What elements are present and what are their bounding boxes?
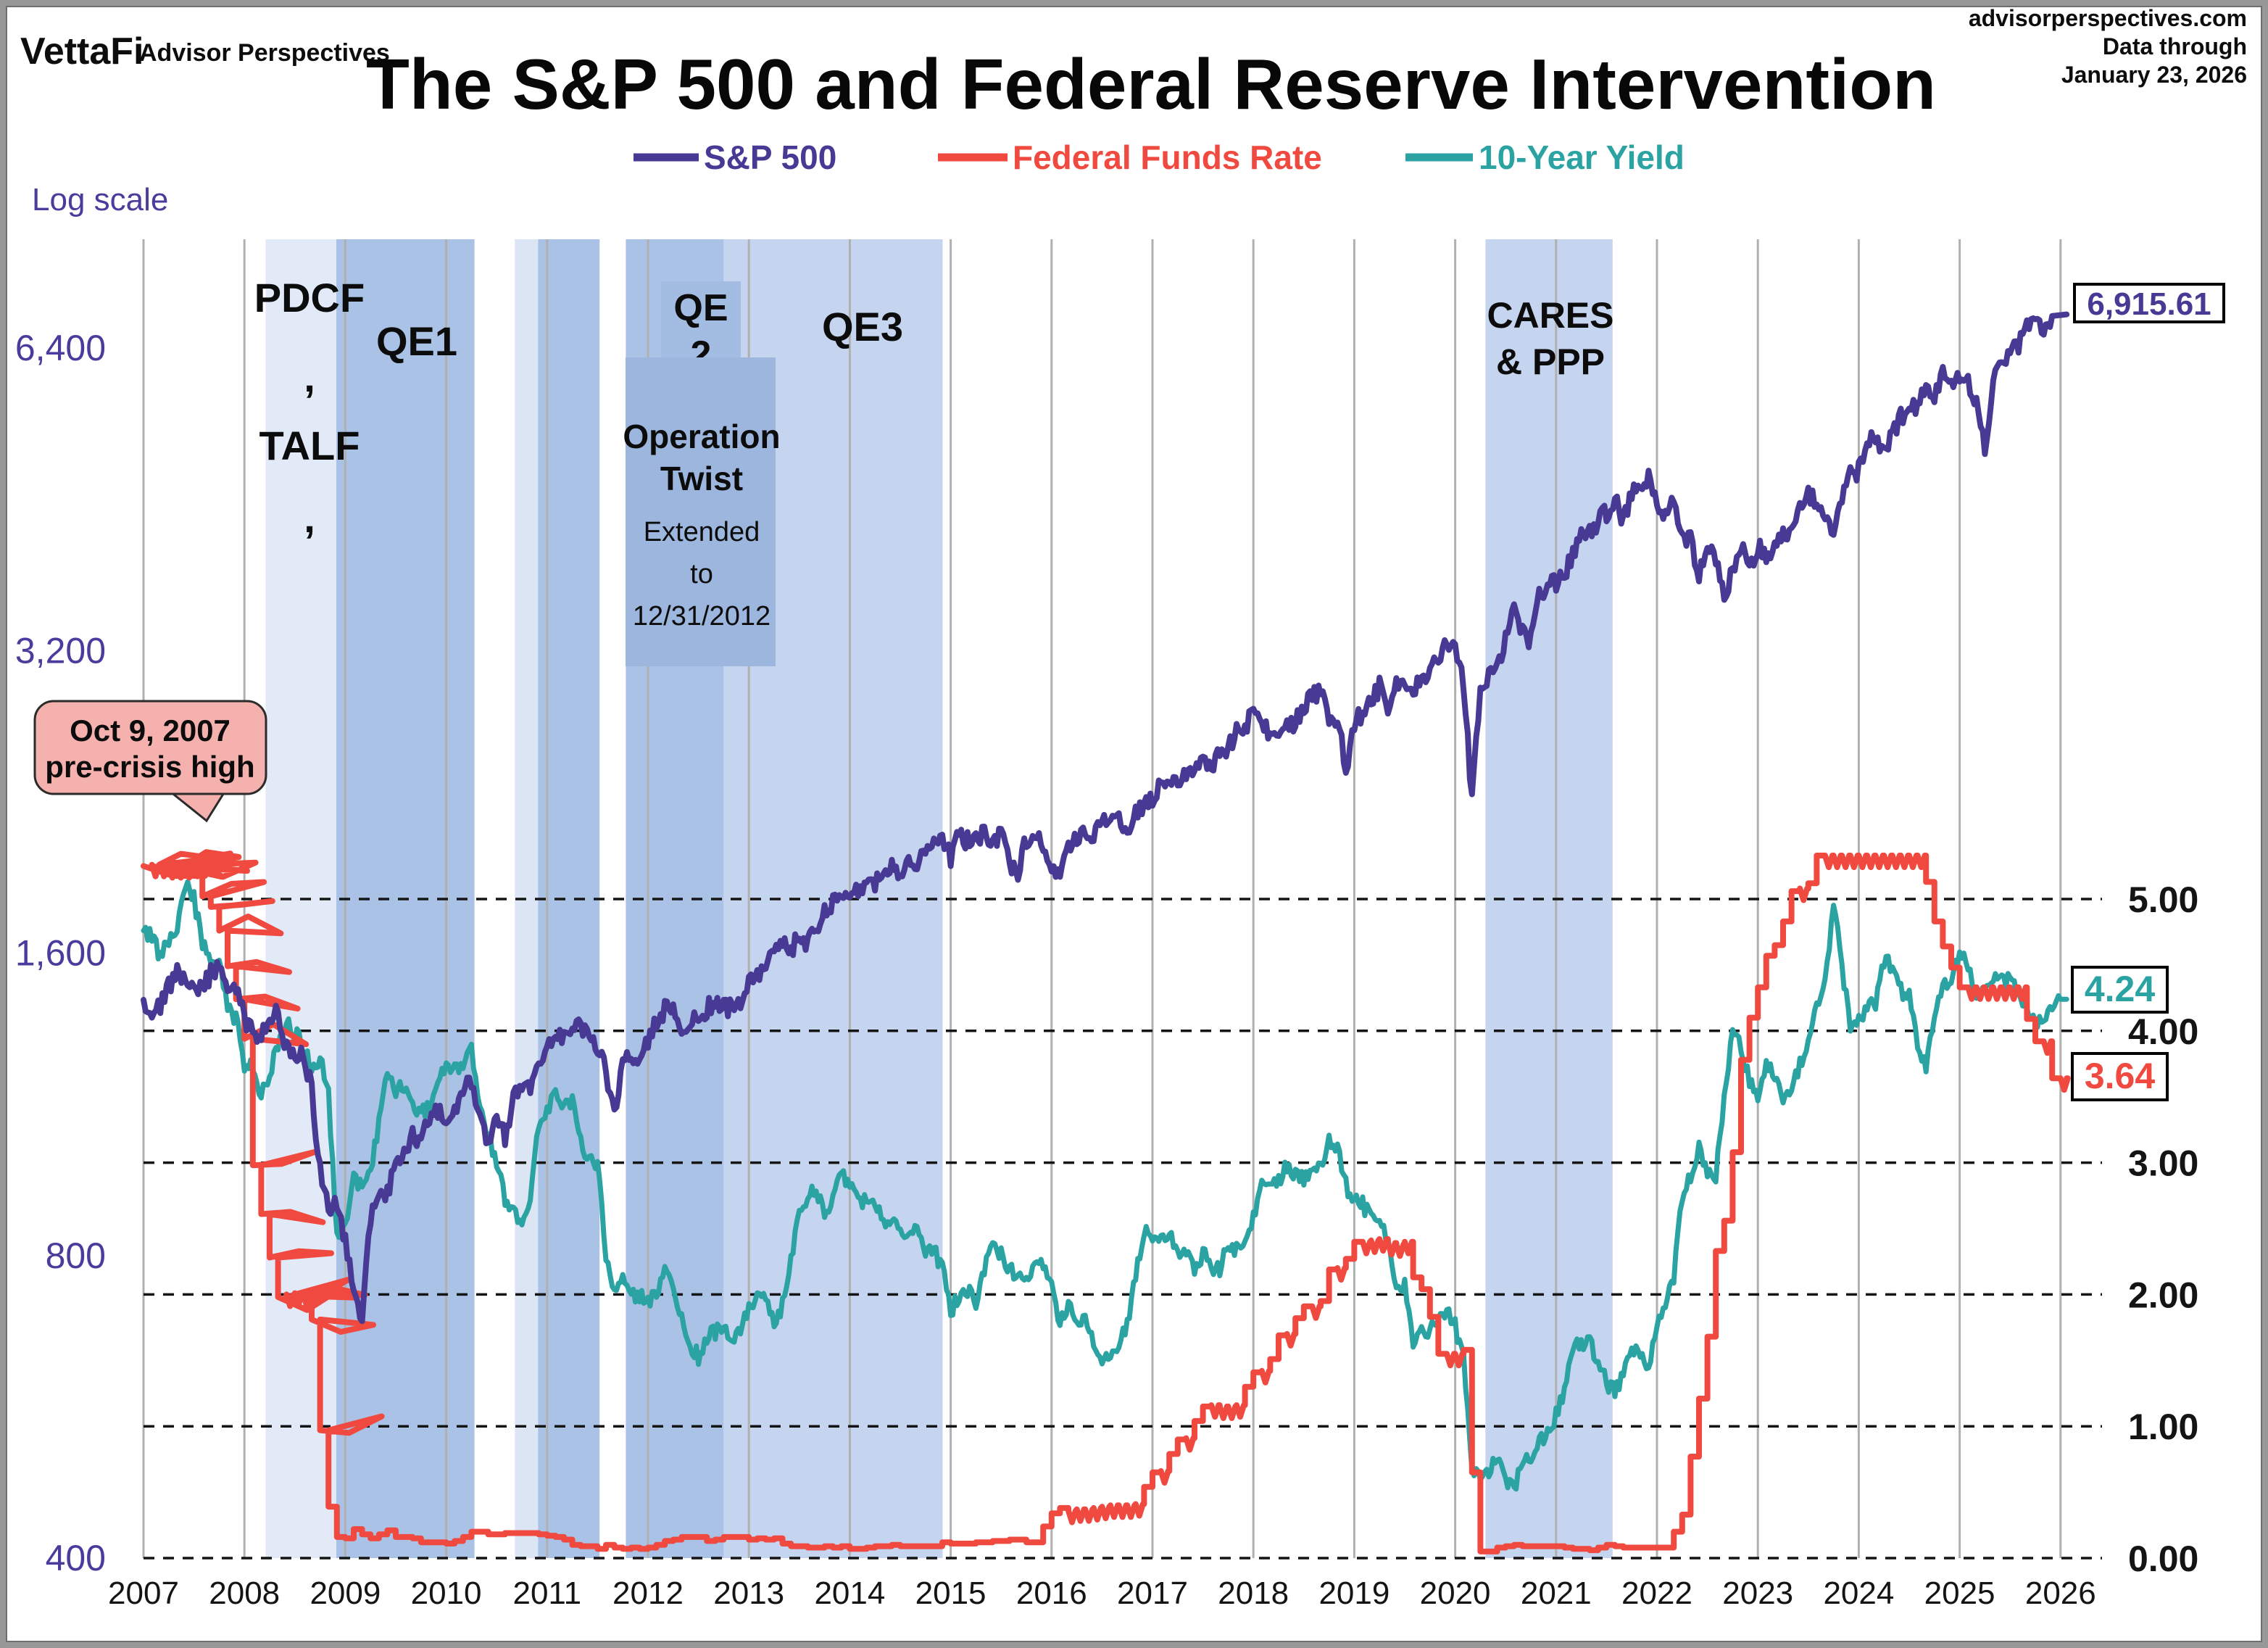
x-axis-tick-2019: 2019 xyxy=(1318,1575,1390,1611)
cares-ppp-label: CARES xyxy=(1487,295,1613,336)
x-axis-tick-2012: 2012 xyxy=(612,1575,684,1611)
chart-plot: PDCF,TALF,QE1QE2OperationTwistExtendedto… xyxy=(15,239,2225,1611)
left-axis-tick-1,600: 1,600 xyxy=(15,933,106,974)
chart-title: The S&P 500 and Federal Reserve Interven… xyxy=(366,44,1936,124)
end-label-box-3.64 xyxy=(2071,1052,2169,1101)
series-federal-funds-rate xyxy=(141,849,2071,1554)
callout-text: pre-crisis high xyxy=(45,750,254,784)
right-axis-tick-0.00: 0.00 xyxy=(2128,1539,2198,1579)
operation-twist-label: Operation xyxy=(623,418,780,455)
x-axis-tick-2024: 2024 xyxy=(1823,1575,1894,1611)
left-axis-tick-800: 800 xyxy=(46,1235,106,1276)
source-url: advisorperspectives.com xyxy=(1969,5,2247,31)
qe3-label: QE3 xyxy=(822,304,903,349)
operation-twist-label: 12/31/2012 xyxy=(633,601,770,632)
right-axis-tick-1.00: 1.00 xyxy=(2128,1407,2198,1447)
x-axis-tick-2013: 2013 xyxy=(713,1575,784,1611)
end-label-box-4.24 xyxy=(2071,966,2169,1014)
right-axis-tick-5.00: 5.00 xyxy=(2128,879,2198,920)
operation-twist-box xyxy=(626,357,776,666)
x-axis-tick-2022: 2022 xyxy=(1621,1575,1692,1611)
legend-label-10year: 10-Year Yield xyxy=(1479,138,1685,176)
end-label-3.64: 3.64 xyxy=(2085,1056,2156,1096)
left-axis-tick-6,400: 6,400 xyxy=(15,328,106,368)
series-s-p-500 xyxy=(141,311,2070,1325)
left-axis-tick-400: 400 xyxy=(46,1538,106,1578)
end-label-box-6,915.61 xyxy=(2073,283,2225,323)
cares-ppp-label: & PPP xyxy=(1496,341,1605,382)
log-scale-label: Log scale xyxy=(32,182,168,218)
right-axis-tick-2.00: 2.00 xyxy=(2128,1275,2198,1315)
brand-subtitle: Advisor Perspectives xyxy=(139,39,390,67)
end-label-6,915.61: 6,915.61 xyxy=(2087,286,2211,322)
x-axis-tick-2010: 2010 xyxy=(411,1575,482,1611)
x-axis-tick-2021: 2021 xyxy=(1521,1575,1592,1611)
source-data-through: Data through xyxy=(2103,33,2247,59)
legend: S&P 500 Federal Funds Rate 10-Year Yield xyxy=(634,138,1685,176)
qe2-label: QE xyxy=(673,287,728,329)
inner-frame-border xyxy=(6,6,2262,1642)
x-axis-tick-2020: 2020 xyxy=(1420,1575,1491,1611)
x-axis-tick-2018: 2018 xyxy=(1218,1575,1289,1611)
operation-twist-label: to xyxy=(690,559,713,589)
qe1-label: QE1 xyxy=(376,318,457,364)
x-axis-tick-2015: 2015 xyxy=(915,1575,986,1611)
source-note: advisorperspectives.com Data through Jan… xyxy=(1969,5,2247,88)
callout-box xyxy=(33,700,267,795)
pdcf-talf-label: TALF xyxy=(259,423,360,468)
x-axis-tick-2008: 2008 xyxy=(209,1575,280,1611)
operation-twist-label: Twist xyxy=(660,460,743,497)
end-label-4.24: 4.24 xyxy=(2085,969,2156,1009)
x-axis-tick-2017: 2017 xyxy=(1117,1575,1188,1611)
brand-name: VettaFi xyxy=(20,30,144,73)
x-axis-tick-2025: 2025 xyxy=(1924,1575,1995,1611)
legend-label-sp500: S&P 500 xyxy=(704,138,836,176)
pdcf-talf-label: , xyxy=(304,355,315,400)
legend-label-fedfunds: Federal Funds Rate xyxy=(1013,138,1322,176)
x-axis-tick-2007: 2007 xyxy=(108,1575,179,1611)
pdcf-talf-label: PDCF xyxy=(254,275,365,320)
callout-text: Oct 9, 2007 xyxy=(70,713,230,748)
x-axis-tick-2014: 2014 xyxy=(814,1575,885,1611)
x-axis-tick-2026: 2026 xyxy=(2025,1575,2096,1611)
right-axis-tick-4.00: 4.00 xyxy=(2128,1011,2198,1052)
x-axis-tick-2016: 2016 xyxy=(1016,1575,1087,1611)
x-axis-tick-2009: 2009 xyxy=(310,1575,381,1611)
x-axis-tick-2023: 2023 xyxy=(1722,1575,1793,1611)
operation-twist-label: Extended xyxy=(644,517,760,547)
x-axis-tick-2011: 2011 xyxy=(512,1575,581,1611)
band-qe2 xyxy=(538,239,600,1558)
left-axis-tick-3,200: 3,200 xyxy=(15,630,106,671)
source-date: January 23, 2026 xyxy=(2061,62,2247,88)
right-axis-tick-3.00: 3.00 xyxy=(2128,1143,2198,1184)
pdcf-talf-label: , xyxy=(304,495,315,541)
